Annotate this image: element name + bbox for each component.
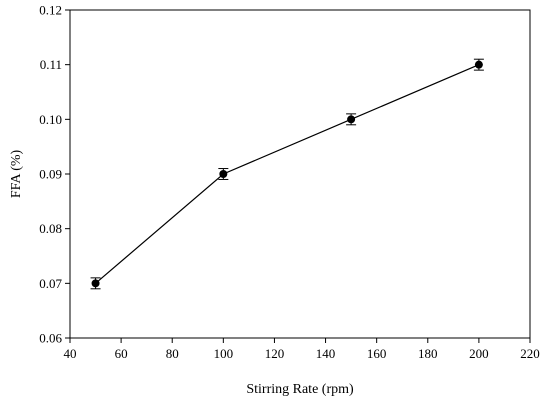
x-tick-label: 220 [520, 346, 540, 361]
y-axis-label: FFA (%) [9, 149, 24, 198]
y-axis-ticks: 0.06 0.07 0.08 0.09 0.10 0.11 0.12 [39, 3, 70, 346]
y-tick-label: 0.12 [39, 3, 62, 18]
x-tick-label: 100 [214, 346, 234, 361]
series-line [95, 64, 480, 284]
x-tick-label: 200 [469, 346, 489, 361]
data-point [219, 170, 228, 178]
x-tick-label: 160 [367, 346, 387, 361]
x-tick-label: 140 [316, 346, 336, 361]
x-tick-label: 40 [64, 346, 77, 361]
y-tick-label: 0.09 [39, 167, 62, 182]
data-point [91, 279, 100, 288]
data-point [474, 60, 483, 69]
x-tick-label: 180 [418, 346, 438, 361]
y-tick-label: 0.07 [39, 276, 62, 291]
data-series [90, 58, 484, 290]
y-tick-label: 0.06 [39, 331, 62, 346]
y-tick-label: 0.11 [40, 57, 62, 72]
y-tick-label: 0.08 [39, 221, 62, 236]
x-axis-ticks: 40 60 80 100 120 140 160 180 200 220 [64, 338, 540, 361]
x-tick-label: 80 [166, 346, 179, 361]
plot-area-frame [69, 9, 531, 339]
x-tick-label: 120 [265, 346, 285, 361]
y-tick-label: 0.10 [39, 112, 62, 127]
x-axis-label: Stirring Rate (rpm) [246, 382, 354, 397]
data-point [347, 115, 356, 124]
x-tick-label: 60 [115, 346, 128, 361]
